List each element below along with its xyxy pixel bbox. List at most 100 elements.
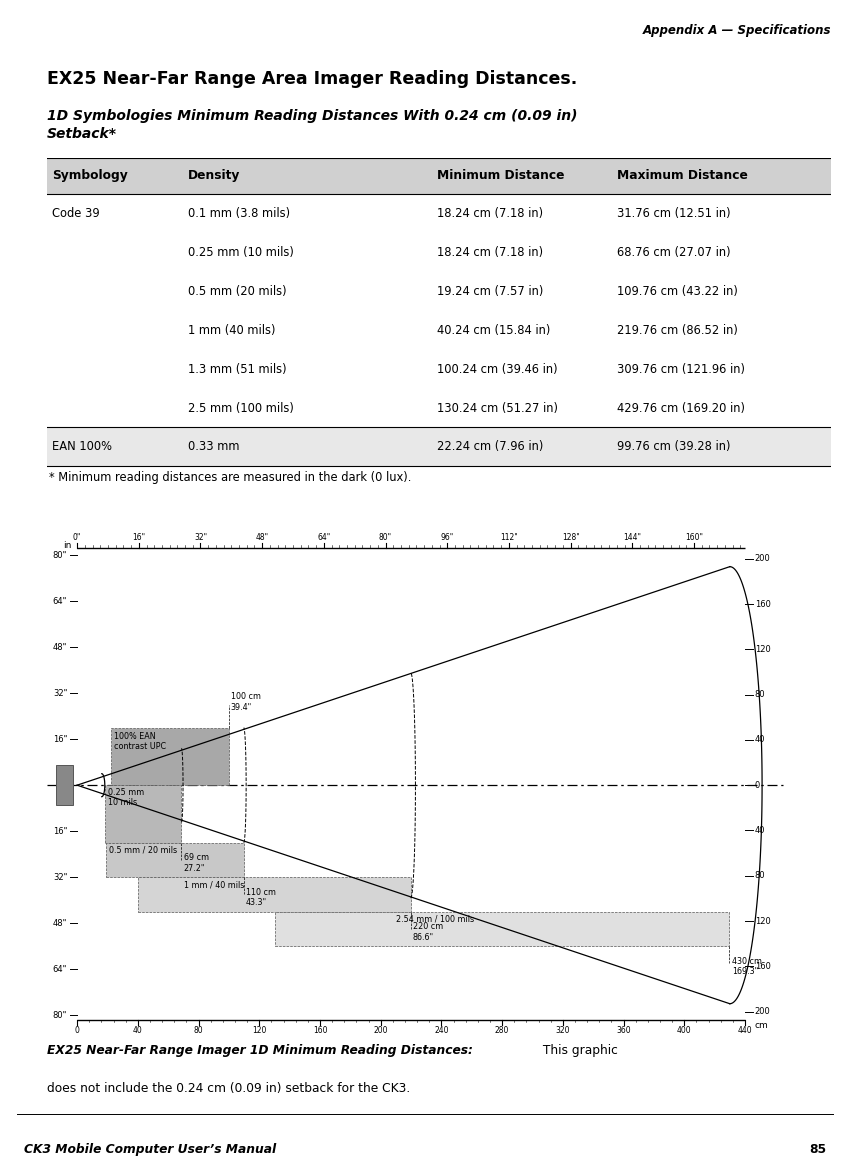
Text: 128": 128" (562, 532, 580, 542)
Text: 430 cm
169.3": 430 cm 169.3" (732, 957, 762, 976)
Text: 0": 0" (73, 532, 82, 542)
Text: 219.76 cm (86.52 in): 219.76 cm (86.52 in) (617, 324, 738, 337)
Text: 0.25 mm
10 mils: 0.25 mm 10 mils (108, 789, 144, 807)
Text: 1D Symbologies Minimum Reading Distances With 0.24 cm (0.09 in)
Setback*: 1D Symbologies Minimum Reading Distances… (47, 109, 577, 140)
Text: 0.33 mm: 0.33 mm (188, 440, 240, 454)
Text: 18.24 cm (7.18 in): 18.24 cm (7.18 in) (437, 207, 543, 220)
Text: 32": 32" (53, 873, 67, 882)
Text: 80: 80 (194, 1026, 203, 1034)
Text: 100% EAN
contrast UPC: 100% EAN contrast UPC (114, 732, 166, 751)
Text: 0.5 mm / 20 mils: 0.5 mm / 20 mils (110, 846, 178, 854)
Text: 2.54 mm / 100 mils: 2.54 mm / 100 mils (396, 915, 474, 923)
Text: 280: 280 (495, 1026, 509, 1034)
Text: 160: 160 (755, 599, 771, 608)
Text: 40.24 cm (15.84 in): 40.24 cm (15.84 in) (437, 324, 550, 337)
Text: * Minimum reading distances are measured in the dark (0 lux).: * Minimum reading distances are measured… (49, 472, 411, 484)
Bar (47, 158, 831, 194)
Text: 1.3 mm (51 mils): 1.3 mm (51 mils) (188, 363, 286, 376)
Text: Symbology: Symbology (52, 170, 128, 183)
Text: 112": 112" (500, 532, 518, 542)
Text: 109.76 cm (43.22 in): 109.76 cm (43.22 in) (617, 284, 738, 297)
Text: EX25 Near-Far Range Area Imager Reading Distances.: EX25 Near-Far Range Area Imager Reading … (47, 70, 577, 88)
Text: 19.24 cm (7.57 in): 19.24 cm (7.57 in) (437, 284, 543, 297)
Text: does not include the 0.24 cm (0.09 in) setback for the CK3.: does not include the 0.24 cm (0.09 in) s… (47, 1082, 410, 1095)
Text: 309.76 cm (121.96 in): 309.76 cm (121.96 in) (617, 363, 745, 376)
Text: 0: 0 (755, 780, 760, 790)
Text: 80": 80" (53, 1011, 67, 1020)
Text: EX25 Near-Far Range Imager 1D Minimum Reading Distances:: EX25 Near-Far Range Imager 1D Minimum Re… (47, 1044, 473, 1057)
Text: 64": 64" (317, 532, 331, 542)
Text: 200: 200 (755, 1007, 771, 1016)
Text: 80: 80 (755, 690, 766, 700)
Text: 2.5 mm (100 mils): 2.5 mm (100 mils) (188, 401, 294, 414)
Text: Minimum Distance: Minimum Distance (437, 170, 564, 183)
Text: 48": 48" (53, 918, 67, 928)
Text: Code 39: Code 39 (52, 207, 99, 220)
Text: Maximum Distance: Maximum Distance (617, 170, 748, 183)
Text: 22.24 cm (7.96 in): 22.24 cm (7.96 in) (437, 440, 543, 454)
Text: 31.76 cm (12.51 in): 31.76 cm (12.51 in) (617, 207, 731, 220)
Text: 80: 80 (755, 872, 766, 880)
Text: 160: 160 (755, 962, 771, 971)
Text: 40: 40 (755, 826, 765, 835)
Text: 120: 120 (755, 645, 771, 654)
Text: 200: 200 (755, 555, 771, 563)
Text: 1 mm / 40 mils: 1 mm / 40 mils (184, 880, 244, 889)
Text: Density: Density (188, 170, 241, 183)
Text: 16": 16" (133, 532, 145, 542)
Text: 220 cm
86.6": 220 cm 86.6" (413, 922, 443, 942)
Text: 85: 85 (809, 1143, 826, 1156)
Text: 160: 160 (313, 1026, 327, 1034)
Bar (139, 878, 411, 911)
Bar (56, 765, 72, 805)
Text: 440: 440 (738, 1026, 752, 1034)
Text: 200: 200 (373, 1026, 388, 1034)
Text: 320: 320 (556, 1026, 570, 1034)
Text: 1 mm (40 mils): 1 mm (40 mils) (188, 324, 275, 337)
Text: 144": 144" (623, 532, 641, 542)
Bar (47, 427, 831, 467)
Text: 40: 40 (755, 736, 765, 744)
Text: 110 cm
43.3": 110 cm 43.3" (246, 888, 276, 907)
Text: This graphic: This graphic (540, 1044, 618, 1057)
Text: 48": 48" (53, 642, 67, 652)
Text: 120: 120 (755, 916, 771, 925)
Text: 0: 0 (75, 1026, 80, 1034)
Text: 100 cm
39.4": 100 cm 39.4" (231, 693, 261, 711)
Text: 40: 40 (133, 1026, 143, 1034)
Text: 32": 32" (53, 689, 67, 697)
Text: 32": 32" (194, 532, 207, 542)
Bar (275, 911, 729, 947)
Text: 80": 80" (379, 532, 392, 542)
Text: 16": 16" (53, 735, 67, 744)
Text: 64": 64" (53, 965, 67, 973)
Text: 18.24 cm (7.18 in): 18.24 cm (7.18 in) (437, 246, 543, 259)
Text: CK3 Mobile Computer User’s Manual: CK3 Mobile Computer User’s Manual (24, 1143, 276, 1156)
Bar (110, 728, 229, 785)
Text: 0.1 mm (3.8 mils): 0.1 mm (3.8 mils) (188, 207, 290, 220)
Text: 0": 0" (59, 780, 67, 790)
Text: 96": 96" (440, 532, 454, 542)
Text: 16": 16" (53, 827, 67, 835)
Bar (106, 842, 244, 878)
Text: 0.25 mm (10 mils): 0.25 mm (10 mils) (188, 246, 294, 259)
Text: 100.24 cm (39.46 in): 100.24 cm (39.46 in) (437, 363, 558, 376)
Text: 429.76 cm (169.20 in): 429.76 cm (169.20 in) (617, 401, 745, 414)
Text: 130.24 cm (51.27 in): 130.24 cm (51.27 in) (437, 401, 558, 414)
Text: 68.76 cm (27.07 in): 68.76 cm (27.07 in) (617, 246, 731, 259)
Text: 160": 160" (685, 532, 703, 542)
Text: 400: 400 (677, 1026, 692, 1034)
Text: cm: cm (754, 1020, 768, 1030)
Text: 120: 120 (252, 1026, 266, 1034)
Text: 360: 360 (616, 1026, 631, 1034)
Bar (105, 785, 182, 842)
Text: 48": 48" (256, 532, 269, 542)
Text: 64": 64" (53, 597, 67, 606)
Text: EAN 100%: EAN 100% (52, 440, 112, 454)
Text: 240: 240 (434, 1026, 449, 1034)
Text: 0.5 mm (20 mils): 0.5 mm (20 mils) (188, 284, 286, 297)
Text: 99.76 cm (39.28 in): 99.76 cm (39.28 in) (617, 440, 731, 454)
Text: 80": 80" (53, 551, 67, 559)
Text: 69 cm
27.2": 69 cm 27.2" (184, 853, 209, 873)
Text: in: in (63, 541, 71, 550)
